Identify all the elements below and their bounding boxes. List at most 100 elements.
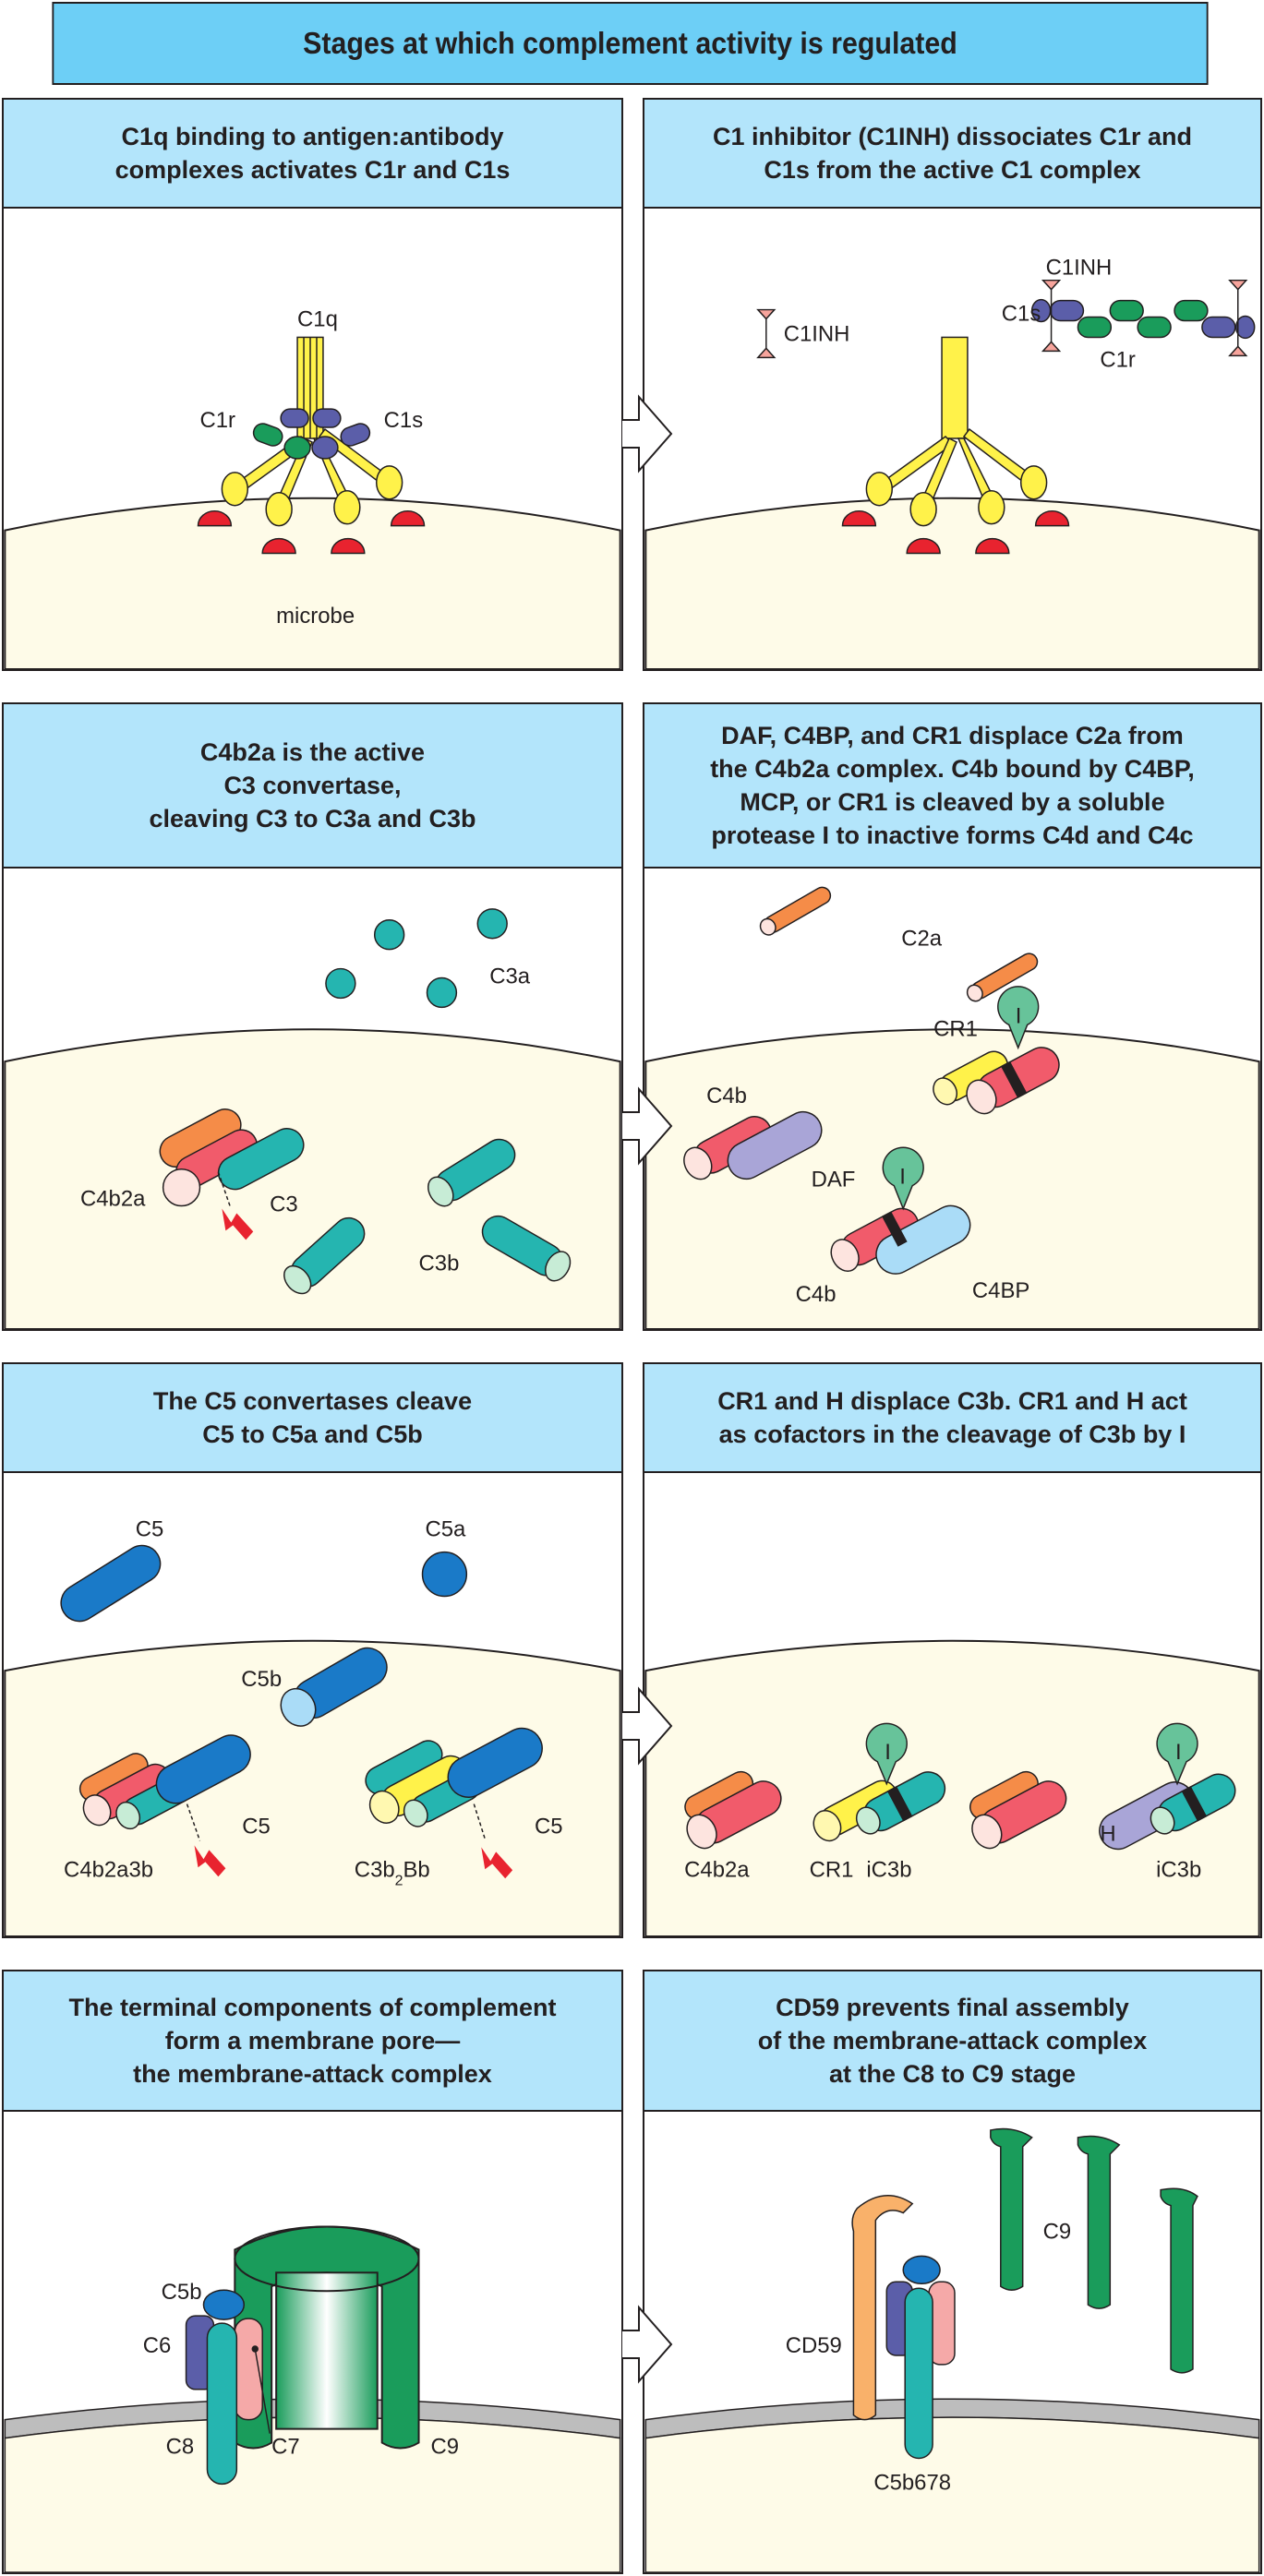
- c1q-stripped: [865, 336, 1048, 527]
- c5b-label: C5b: [162, 2280, 202, 2305]
- cr1-ic3b-complex: [813, 1722, 946, 1842]
- c1-activation-diagram: C1q C1r C1s microbe: [4, 306, 621, 669]
- c9-monomers: [990, 2127, 1198, 2374]
- panel-heading: C1q binding to antigen:antibody complexe…: [4, 100, 621, 209]
- microbe-membrane: [4, 497, 621, 669]
- cleavage-arrow: [222, 1208, 254, 1240]
- c4b-c4bp-complex: [830, 1146, 971, 1275]
- panel-heading: CD59 prevents final assembly of the memb…: [644, 1971, 1260, 2112]
- c3b-label: C3b: [419, 1251, 460, 1276]
- cr1-label: CR1: [933, 1016, 978, 1041]
- c4b2a-label: C4b2a: [684, 1857, 750, 1882]
- c3a-fragments: [325, 908, 508, 1009]
- c1q-label: C1q: [297, 306, 338, 331]
- c1inh-diagram: C1INH C1INH C1s C1r: [644, 256, 1260, 669]
- c4b-daf-complex: [683, 1110, 823, 1180]
- panel-heading: C1 inhibitor (C1INH) dissociates C1r and…: [644, 100, 1260, 209]
- panel-c1-activation: C1q binding to antigen:antibody complexe…: [2, 98, 623, 671]
- c2a-displacement-diagram: C2a CR1 I C4b DAF I C4b C4BP: [644, 886, 1260, 1329]
- h-label: H: [1100, 1821, 1115, 1846]
- cr1-complex: [933, 986, 1060, 1115]
- c3a-label: C3a: [489, 965, 531, 989]
- c3b2bb-complex: [365, 1727, 543, 1839]
- panel-heading: C4b2a is the active C3 convertase, cleav…: [4, 704, 621, 869]
- arrow-right-icon: [622, 1086, 673, 1166]
- c8-label: C8: [166, 2435, 195, 2460]
- antibody-red: [841, 509, 1070, 555]
- c1inh-free: [756, 308, 776, 359]
- panel-c2a-displacement: DAF, C4BP, and CR1 displace C2a from the…: [643, 702, 1262, 1331]
- cleavage-arrow-right: [481, 1847, 513, 1879]
- cd59-protein: [851, 2195, 914, 2421]
- c1r-c1s-inh-complex: [1030, 279, 1256, 357]
- c1r-label: C1r: [199, 408, 235, 433]
- c9-label: C9: [1043, 2219, 1072, 2244]
- c9-pore: [234, 2225, 420, 2450]
- c5a-fragment: [421, 1551, 468, 1598]
- c1s-label: C1s: [1002, 302, 1041, 327]
- c1inh-bound-label: C1INH: [1046, 256, 1113, 281]
- cell-membrane: [4, 1028, 621, 1329]
- i-bottom-label: I: [899, 1165, 906, 1190]
- c5-convertase-diagram: C5 C5a C5b C5 C4b2a3b C5 C3b2Bb: [4, 1517, 621, 1936]
- panel-heading: CR1 and H displace C3b. CR1 and H act as…: [644, 1364, 1260, 1473]
- panel-c1inh: C1 inhibitor (C1INH) dissociates C1r and…: [643, 98, 1262, 671]
- i-top-label: I: [1016, 1003, 1022, 1028]
- c2a-label: C2a: [901, 927, 943, 952]
- c3b-fragments: [283, 1138, 572, 1295]
- c1r-label: C1r: [1100, 347, 1136, 372]
- c5b-fragment: [280, 1647, 388, 1727]
- c5b678-module: [185, 2289, 271, 2486]
- c5b678-label: C5b678: [873, 2470, 951, 2495]
- c4b2a-complex-right: [969, 1770, 1067, 1850]
- ic3b-left-label: iC3b: [866, 1857, 911, 1882]
- cell-interior: [644, 2416, 1260, 2572]
- panel-c3-convertase: C4b2a is the active C3 convertase, cleav…: [2, 702, 623, 1331]
- panel-c3b-displacement: CR1 and H displace C3b. CR1 and H act as…: [643, 1362, 1262, 1938]
- panel-heading: The C5 convertases cleave C5 to C5a and …: [4, 1364, 621, 1473]
- c5-right-label: C5: [535, 1814, 563, 1839]
- ic3b-right-label: iC3b: [1156, 1857, 1201, 1882]
- c4b2a3b-label: C4b2a3b: [64, 1857, 153, 1882]
- c3b2bb-label: C3b2Bb: [355, 1857, 430, 1888]
- c1s-label: C1s: [384, 408, 424, 433]
- panel-cd59: CD59 prevents final assembly of the memb…: [643, 1970, 1262, 2574]
- c4b2a-complex: [684, 1770, 782, 1850]
- c1q-complex: [221, 336, 403, 527]
- c5-free: [60, 1544, 162, 1623]
- antibody-red: [197, 509, 426, 555]
- cell-interior: [4, 2416, 621, 2572]
- c4b2a-complex: [159, 1108, 305, 1207]
- c4b-top-label: C4b: [706, 1084, 747, 1108]
- cleavage-arrow-left: [194, 1845, 226, 1877]
- c4b-bottom-label: C4b: [796, 1282, 837, 1307]
- h-ic3b-complex: [1099, 1722, 1236, 1851]
- panel-c5-convertase: The C5 convertases cleave C5 to C5a and …: [2, 1362, 623, 1938]
- arrow-right-icon: [622, 1686, 673, 1766]
- panel-mac-formation: The terminal components of complement fo…: [2, 1970, 623, 2574]
- microbe-membrane: [644, 497, 1260, 669]
- c5-free-label: C5: [136, 1517, 164, 1542]
- arrow-right-icon: [622, 2305, 673, 2384]
- c4bp-label: C4BP: [972, 1278, 1029, 1303]
- page-title: Stages at which complement activity is r…: [52, 2, 1209, 85]
- c5a-label: C5a: [426, 1517, 467, 1542]
- cell-membrane: [644, 1028, 1260, 1329]
- c7-label: C7: [271, 2435, 300, 2460]
- panel-heading: The terminal components of complement fo…: [4, 1971, 621, 2112]
- c4b2a-label: C4b2a: [80, 1187, 146, 1212]
- c6-label: C6: [143, 2333, 172, 2358]
- c5-left-label: C5: [242, 1814, 271, 1839]
- c1inh-free-label: C1INH: [784, 321, 850, 346]
- cd59-diagram: CD59 C9 C5b678: [644, 2127, 1260, 2572]
- c9-label: C9: [430, 2435, 459, 2460]
- cr1-label: CR1: [810, 1857, 854, 1882]
- cell-membrane: [644, 1639, 1260, 1936]
- cd59-label: CD59: [786, 2333, 842, 2358]
- arrow-right-icon: [622, 394, 673, 473]
- mac-formation-diagram: C5b C6 C7 C8 C9: [4, 2225, 621, 2572]
- c5b678-complex: [885, 2255, 956, 2460]
- c3b-displacement-diagram: C4b2a CR1 I iC3b H I iC3b: [644, 1639, 1260, 1936]
- daf-label: DAF: [812, 1168, 856, 1192]
- c4b2a3b-complex: [78, 1734, 251, 1841]
